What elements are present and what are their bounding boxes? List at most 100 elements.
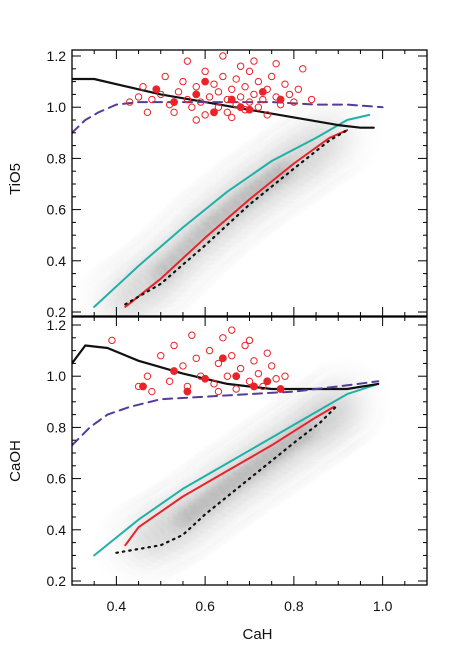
top-filled-point <box>245 105 254 114</box>
bottom-open-point <box>272 375 280 383</box>
bottom-open-point <box>205 346 214 355</box>
top-open-point <box>245 67 254 76</box>
top-open-point <box>263 111 271 119</box>
bottom-open-point <box>250 357 258 365</box>
bottom-filled-point <box>232 372 241 381</box>
bottom-open-point <box>192 354 200 362</box>
bottom-open-point <box>232 385 240 393</box>
top-filled-point <box>227 95 236 104</box>
bottom-panel: 0.2 0.4 0.6 0.8 1.0 1.2 CaOH <box>7 316 428 589</box>
top-open-point <box>170 108 178 117</box>
bottom-y-tick-label: 1.2 <box>47 317 67 333</box>
top-open-point <box>236 93 245 101</box>
bottom-open-point <box>143 372 152 380</box>
top-open-point <box>250 57 258 65</box>
top-x-ticks <box>71 50 428 316</box>
bottom-filled-point <box>139 382 147 391</box>
top-open-point <box>285 90 294 99</box>
bottom-y-tick-label: 1.0 <box>47 368 67 384</box>
top-black-dotted-line <box>124 129 349 306</box>
bottom-open-point <box>214 387 223 396</box>
top-open-point <box>219 72 227 81</box>
top-open-point <box>183 57 192 65</box>
top-open-point <box>241 83 249 91</box>
top-purple-dashed-line <box>72 101 384 134</box>
top-open-point <box>143 108 152 117</box>
top-open-point <box>228 113 236 122</box>
bottom-open-point <box>108 336 116 345</box>
top-open-point <box>214 88 223 96</box>
top-plot-area <box>72 52 384 316</box>
top-open-point <box>259 95 267 104</box>
bottom-open-point <box>281 372 289 380</box>
bottom-open-point <box>245 377 254 386</box>
x-tick-label: 0.8 <box>284 598 304 614</box>
bottom-open-point <box>267 362 276 370</box>
top-open-point <box>192 116 200 124</box>
bottom-open-point <box>188 331 196 339</box>
top-filled-point <box>201 77 210 86</box>
top-y-tick-label: 1.2 <box>47 48 67 64</box>
top-black-solid-line <box>72 77 375 129</box>
top-filled-point <box>192 90 201 99</box>
bottom-open-point <box>219 334 227 342</box>
bottom-plot-area <box>72 326 380 568</box>
top-open-point <box>210 80 218 88</box>
top-open-point <box>254 77 263 86</box>
top-open-point <box>125 98 134 106</box>
x-tick-label: 1.0 <box>373 598 393 614</box>
bottom-filled-point <box>201 374 210 383</box>
top-open-point <box>281 80 289 88</box>
bottom-open-point <box>214 359 223 368</box>
top-open-point <box>174 88 183 96</box>
top-y-tick-label: 0.4 <box>47 253 67 269</box>
top-open-point <box>214 103 223 111</box>
top-open-point <box>139 83 147 91</box>
bottom-filled-point <box>250 382 258 391</box>
top-open-point <box>223 108 232 117</box>
top-y-tick-label: 0.2 <box>47 304 67 320</box>
top-filled-point <box>152 85 161 94</box>
bottom-open-point <box>157 352 165 360</box>
top-open-point <box>236 62 245 70</box>
top-open-point <box>188 103 196 111</box>
bottom-density-core <box>300 423 315 438</box>
bottom-y-axis-label: CaOH <box>7 440 24 482</box>
bottom-open-point <box>165 377 174 386</box>
top-open-point <box>299 65 307 73</box>
top-open-point <box>192 83 200 91</box>
top-open-point <box>307 95 316 104</box>
bottom-filled-point <box>170 367 178 375</box>
bottom-y-tick-label: 0.2 <box>47 573 67 589</box>
top-open-point <box>179 77 187 86</box>
top-open-point <box>228 85 236 93</box>
top-open-point <box>196 98 205 106</box>
bottom-open-point <box>254 369 263 378</box>
top-open-point <box>250 90 258 99</box>
bottom-open-point <box>236 364 245 373</box>
top-open-point <box>272 59 280 68</box>
top-teal-solid-line <box>93 113 371 308</box>
top-open-point <box>157 90 165 99</box>
top-open-point <box>267 72 276 81</box>
bottom-x-ticks <box>71 317 428 585</box>
top-open-point <box>232 75 240 83</box>
top-open-point <box>205 93 214 101</box>
bottom-y-tick-label: 0.8 <box>47 419 67 435</box>
top-open-point <box>254 103 263 111</box>
top-filled-point <box>276 95 285 104</box>
bottom-open-point <box>228 352 236 360</box>
top-filled-point <box>170 98 178 106</box>
top-open-point <box>294 85 303 93</box>
top-filled-point <box>210 108 218 117</box>
bottom-y-tick-label: 0.4 <box>47 522 67 538</box>
bottom-black-solid-line <box>72 344 380 391</box>
x-tick-label: 0.6 <box>195 598 215 614</box>
bottom-open-point <box>148 387 156 396</box>
bottom-teal-solid-line <box>93 382 380 557</box>
top-panel: 0.2 0.4 0.6 0.8 1.0 1.2 TiO5 <box>7 48 428 320</box>
bottom-purple-dashed-line <box>72 380 380 447</box>
top-open-point <box>183 95 192 104</box>
